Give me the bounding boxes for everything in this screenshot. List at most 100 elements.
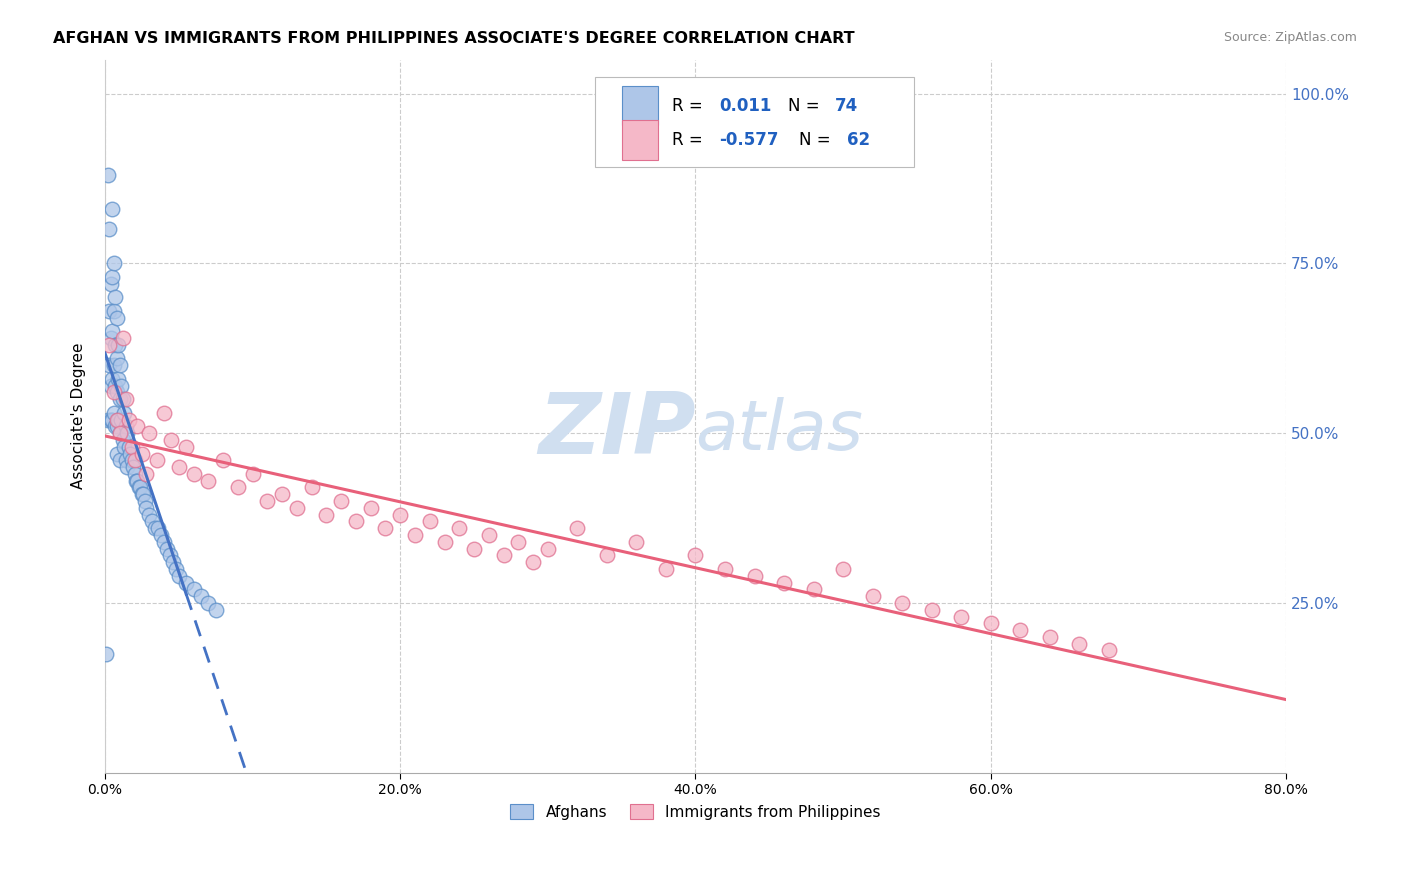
Point [655, 562, 678, 576]
Point [105, 385, 128, 400]
Legend: Afghans, Immigrants from Philippines: Afghans, Immigrants from Philippines [505, 797, 887, 826]
Point [100, 277, 122, 291]
Point [135, 467, 157, 481]
Point [128, 481, 150, 495]
Point [105, 412, 128, 426]
Point [174, 575, 197, 590]
Point [744, 568, 766, 582]
Point [120, 446, 142, 460]
Point [114, 453, 136, 467]
Point [138, 426, 160, 441]
Point [127, 419, 149, 434]
Point [115, 426, 138, 441]
Point [143, 521, 166, 535]
Point [98, 358, 121, 372]
Point [114, 392, 136, 407]
Point [204, 603, 226, 617]
Point [108, 358, 131, 372]
Point [98, 222, 121, 236]
Text: R =: R = [672, 96, 707, 114]
Point [107, 338, 129, 352]
Point [117, 412, 139, 426]
Y-axis label: Associate's Degree: Associate's Degree [72, 343, 86, 490]
Point [197, 474, 219, 488]
Point [134, 494, 156, 508]
Point [100, 378, 122, 392]
Point [449, 521, 471, 535]
Point [301, 481, 323, 495]
Point [124, 453, 146, 467]
Point [596, 549, 619, 563]
Point [107, 412, 129, 426]
Bar [623, 120, 658, 160]
Point [108, 426, 131, 441]
Point [105, 310, 128, 325]
Text: N =: N = [787, 96, 824, 114]
Point [404, 528, 426, 542]
Point [463, 541, 485, 556]
Point [153, 406, 176, 420]
Point [980, 616, 1002, 631]
Point [567, 521, 589, 535]
Point [103, 256, 125, 270]
Point [190, 589, 212, 603]
Point [146, 521, 169, 535]
FancyBboxPatch shape [595, 78, 914, 167]
Point [100, 331, 122, 345]
Point [433, 534, 456, 549]
Point [162, 555, 184, 569]
Point [522, 555, 544, 569]
Point [197, 596, 219, 610]
Point [803, 582, 825, 597]
Point [174, 440, 197, 454]
Point [107, 372, 129, 386]
Point [101, 412, 124, 426]
Point [1039, 630, 1062, 644]
Point [103, 406, 125, 420]
Point [492, 549, 515, 563]
Point [256, 494, 278, 508]
Point [226, 481, 249, 495]
Point [108, 453, 131, 467]
Point [159, 549, 181, 563]
Point [165, 562, 187, 576]
Point [115, 460, 138, 475]
Point [129, 481, 152, 495]
Text: -0.577: -0.577 [718, 131, 779, 149]
Point [101, 324, 124, 338]
Point [112, 440, 135, 454]
Point [121, 453, 143, 467]
Point [271, 487, 294, 501]
Point [891, 596, 914, 610]
Point [419, 515, 441, 529]
Point [212, 453, 235, 467]
Point [685, 549, 707, 563]
Point [105, 446, 128, 460]
Point [103, 358, 125, 372]
Point [1098, 643, 1121, 657]
Point [111, 433, 134, 447]
Point [111, 392, 134, 407]
Point [374, 521, 396, 535]
Point [98, 338, 121, 352]
Point [125, 474, 148, 488]
Text: 74: 74 [835, 96, 858, 114]
Point [508, 534, 530, 549]
Point [104, 419, 127, 434]
Text: N =: N = [800, 131, 837, 149]
Point [108, 392, 131, 407]
Point [124, 467, 146, 481]
Point [1010, 623, 1032, 637]
Point [108, 426, 131, 441]
Point [131, 487, 153, 501]
Point [183, 582, 205, 597]
Point [478, 528, 501, 542]
Point [135, 500, 157, 515]
Point [97, 412, 120, 426]
Point [242, 467, 264, 481]
Text: 0.011: 0.011 [718, 96, 772, 114]
Point [96, 647, 118, 661]
Point [101, 202, 124, 216]
Point [950, 609, 973, 624]
Point [98, 304, 121, 318]
